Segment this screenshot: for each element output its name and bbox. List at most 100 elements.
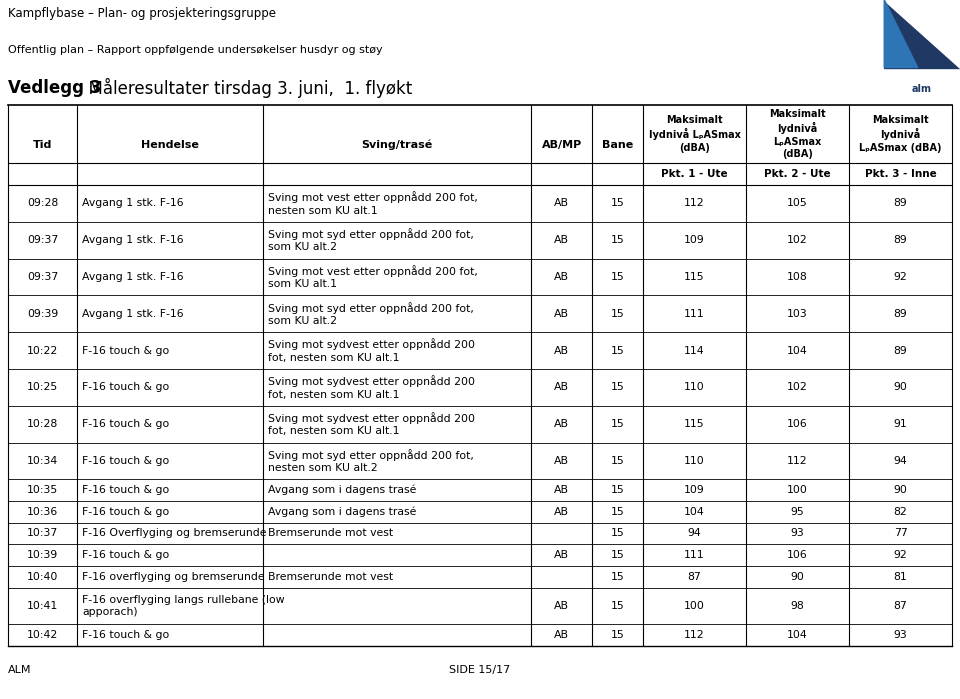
Text: Sving mot syd etter oppnådd 200 fot,
nesten som KU alt.2: Sving mot syd etter oppnådd 200 fot, nes… <box>268 449 474 473</box>
Text: alm: alm <box>912 83 932 94</box>
Text: 92: 92 <box>894 550 907 560</box>
Text: AB: AB <box>554 419 569 429</box>
Text: 104: 104 <box>787 345 808 356</box>
Text: 105: 105 <box>787 199 808 208</box>
Text: 100: 100 <box>684 601 705 611</box>
Text: 93: 93 <box>791 528 804 538</box>
Text: 106: 106 <box>787 419 808 429</box>
Text: F-16 touch & go: F-16 touch & go <box>82 382 169 392</box>
Text: 90: 90 <box>894 382 907 392</box>
Text: Maksimalt
lydnivå LₚASmax
(dBA): Maksimalt lydnivå LₚASmax (dBA) <box>649 115 740 153</box>
Text: Sving/trasé: Sving/trasé <box>362 140 433 150</box>
Text: Maksimalt
lydnivå
LₚASmax
(dBA): Maksimalt lydnivå LₚASmax (dBA) <box>769 109 826 159</box>
Text: AB: AB <box>554 235 569 245</box>
Text: 15: 15 <box>611 507 624 517</box>
Text: 112: 112 <box>787 456 807 466</box>
Text: 15: 15 <box>611 382 624 392</box>
Text: 09:37: 09:37 <box>27 235 59 245</box>
Text: 92: 92 <box>894 272 907 282</box>
Text: 10:35: 10:35 <box>27 485 59 495</box>
Text: F-16 touch & go: F-16 touch & go <box>82 507 169 517</box>
Text: F-16 touch & go: F-16 touch & go <box>82 456 169 466</box>
Text: ALM: ALM <box>8 665 32 675</box>
Text: 09:28: 09:28 <box>27 199 59 208</box>
Text: 89: 89 <box>894 309 907 319</box>
Text: Maksimalt
lydnivå
LₚASmax (dBA): Maksimalt lydnivå LₚASmax (dBA) <box>859 115 942 153</box>
Bar <box>884 0 960 68</box>
Text: Avgang 1 stk. F-16: Avgang 1 stk. F-16 <box>82 235 183 245</box>
Text: Bremserunde mot vest: Bremserunde mot vest <box>268 528 394 538</box>
Text: 15: 15 <box>611 272 624 282</box>
Polygon shape <box>884 0 960 68</box>
Text: 94: 94 <box>894 456 907 466</box>
Text: Avgang som i dagens trasé: Avgang som i dagens trasé <box>268 507 417 517</box>
Text: AB: AB <box>554 550 569 560</box>
Text: Hendelse: Hendelse <box>141 140 199 150</box>
Text: 81: 81 <box>894 572 907 582</box>
Text: 114: 114 <box>684 345 705 356</box>
Text: 15: 15 <box>611 199 624 208</box>
Text: Sving mot sydvest etter oppnådd 200
fot, nesten som KU alt.1: Sving mot sydvest etter oppnådd 200 fot,… <box>268 412 475 436</box>
Text: 115: 115 <box>684 419 705 429</box>
Text: 15: 15 <box>611 456 624 466</box>
Polygon shape <box>884 0 918 68</box>
Text: F-16 overflyging og bremserunde: F-16 overflyging og bremserunde <box>82 572 265 582</box>
Text: 15: 15 <box>611 550 624 560</box>
Text: 104: 104 <box>787 630 808 640</box>
Text: 10:25: 10:25 <box>27 382 59 392</box>
Text: 93: 93 <box>894 630 907 640</box>
Text: 100: 100 <box>787 485 808 495</box>
Text: AB: AB <box>554 456 569 466</box>
Text: 15: 15 <box>611 235 624 245</box>
Text: Bane: Bane <box>602 140 633 150</box>
Text: Avgang 1 stk. F-16: Avgang 1 stk. F-16 <box>82 309 183 319</box>
Text: F-16 touch & go: F-16 touch & go <box>82 630 169 640</box>
Text: Avgang som i dagens trasé: Avgang som i dagens trasé <box>268 485 417 496</box>
Text: Måleresultater tirsdag 3. juni,  1. flyøkt: Måleresultater tirsdag 3. juni, 1. flyøk… <box>78 78 412 98</box>
Text: Sving mot sydvest etter oppnådd 200
fot, nesten som KU alt.1: Sving mot sydvest etter oppnådd 200 fot,… <box>268 375 475 400</box>
Text: F-16 touch & go: F-16 touch & go <box>82 419 169 429</box>
Text: Pkt. 3 - Inne: Pkt. 3 - Inne <box>865 169 936 179</box>
Text: Sving mot syd etter oppnådd 200 fot,
som KU alt.2: Sving mot syd etter oppnådd 200 fot, som… <box>268 302 474 326</box>
Text: 15: 15 <box>611 601 624 611</box>
Text: SIDE 15/17: SIDE 15/17 <box>449 665 511 675</box>
Text: 15: 15 <box>611 572 624 582</box>
Text: 10:22: 10:22 <box>27 345 59 356</box>
Text: Bremserunde mot vest: Bremserunde mot vest <box>268 572 394 582</box>
Text: 110: 110 <box>684 456 705 466</box>
Text: 89: 89 <box>894 199 907 208</box>
Text: AB: AB <box>554 485 569 495</box>
Text: 10:34: 10:34 <box>27 456 59 466</box>
Text: 10:36: 10:36 <box>27 507 59 517</box>
Text: Vedlegg 3: Vedlegg 3 <box>8 79 102 97</box>
Text: AB: AB <box>554 309 569 319</box>
Text: AB: AB <box>554 199 569 208</box>
Text: AB: AB <box>554 272 569 282</box>
Text: 10:40: 10:40 <box>27 572 59 582</box>
Text: AB: AB <box>554 345 569 356</box>
Text: Avgang 1 stk. F-16: Avgang 1 stk. F-16 <box>82 199 183 208</box>
Text: 94: 94 <box>687 528 702 538</box>
Text: Sving mot syd etter oppnådd 200 fot,
som KU alt.2: Sving mot syd etter oppnådd 200 fot, som… <box>268 228 474 252</box>
Text: F-16 touch & go: F-16 touch & go <box>82 345 169 356</box>
Text: 108: 108 <box>787 272 808 282</box>
Text: Avgang 1 stk. F-16: Avgang 1 stk. F-16 <box>82 272 183 282</box>
Text: 09:39: 09:39 <box>27 309 59 319</box>
Text: F-16 Overflyging og bremserunde: F-16 Overflyging og bremserunde <box>82 528 267 538</box>
Text: 87: 87 <box>687 572 702 582</box>
Text: Sving mot sydvest etter oppnådd 200
fot, nesten som KU alt.1: Sving mot sydvest etter oppnådd 200 fot,… <box>268 338 475 363</box>
Text: 89: 89 <box>894 345 907 356</box>
Text: 115: 115 <box>684 272 705 282</box>
Text: 110: 110 <box>684 382 705 392</box>
Text: 10:37: 10:37 <box>27 528 59 538</box>
Text: 89: 89 <box>894 235 907 245</box>
Text: 15: 15 <box>611 419 624 429</box>
Text: 10:28: 10:28 <box>27 419 59 429</box>
Text: AB: AB <box>554 601 569 611</box>
Text: Pkt. 2 - Ute: Pkt. 2 - Ute <box>764 169 830 179</box>
Text: 90: 90 <box>894 485 907 495</box>
Text: 91: 91 <box>894 419 907 429</box>
Text: AB: AB <box>554 382 569 392</box>
Text: 15: 15 <box>611 485 624 495</box>
Text: 10:39: 10:39 <box>27 550 59 560</box>
